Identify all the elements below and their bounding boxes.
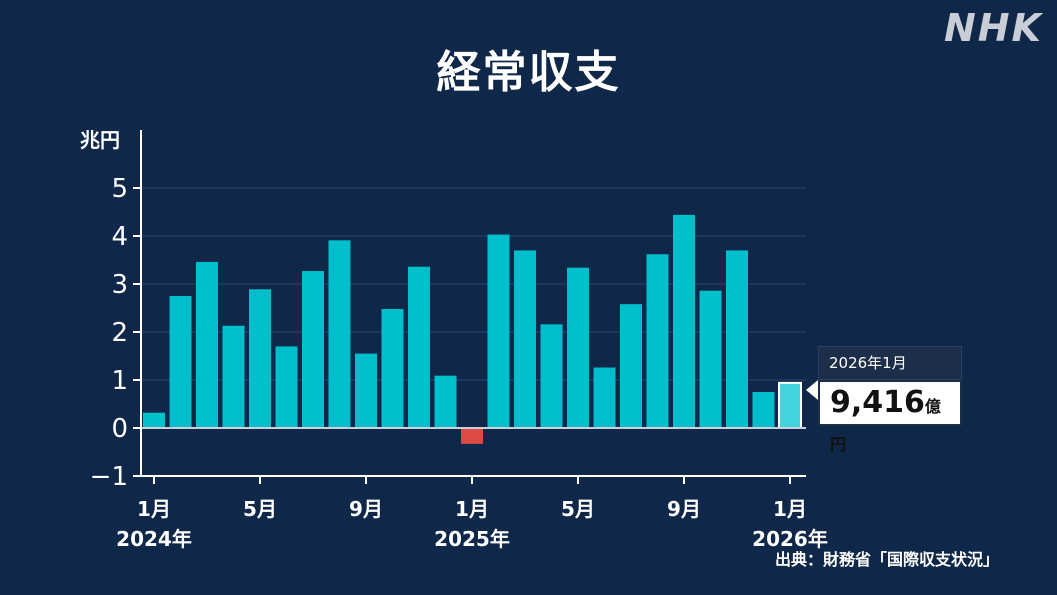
- bar: [408, 266, 430, 428]
- x-tick-label-year: 2026年: [752, 527, 828, 551]
- bar: [726, 250, 748, 428]
- y-axis-unit-label: 兆円: [80, 128, 120, 152]
- bar: [381, 308, 404, 428]
- x-tick-label-year: 2025年: [434, 527, 510, 551]
- y-tick-label: 2: [111, 318, 128, 348]
- y-tick-label: 3: [111, 270, 128, 300]
- bar: [302, 271, 324, 428]
- bar: [169, 296, 192, 428]
- callout-unit: 億円: [830, 397, 941, 454]
- y-tick-label: 4: [111, 222, 128, 252]
- bar: [196, 261, 218, 428]
- bar: [593, 367, 616, 428]
- callout-value-box: 9,416億円: [818, 380, 962, 454]
- y-tick-label: 0: [111, 414, 128, 444]
- latest-value-callout: 2026年1月 9,416億円: [806, 346, 962, 454]
- y-tick-label: 5: [111, 174, 128, 204]
- bar: [752, 392, 775, 428]
- bar: [434, 375, 457, 428]
- chart-title: 経常収支: [436, 47, 621, 98]
- x-tick-label-month: 5月: [561, 497, 595, 521]
- bar: [673, 214, 695, 428]
- callout-value: 9,416: [830, 385, 925, 420]
- bar: [487, 234, 510, 428]
- bar: [699, 290, 722, 428]
- bar: [222, 325, 245, 428]
- x-tick-label-month: 9月: [349, 497, 383, 521]
- bar: [567, 267, 589, 428]
- bar: [540, 324, 563, 428]
- nhk-logo: NHK: [943, 6, 1043, 50]
- bar: [778, 381, 802, 430]
- bar: [143, 412, 165, 428]
- bar: [355, 353, 377, 428]
- bar: [275, 346, 298, 428]
- x-tick-label-year: 2024年: [116, 527, 192, 551]
- x-tick-label-month: 1月: [137, 497, 171, 521]
- source-note: 出典：財務省「国際収支状況」: [774, 550, 999, 569]
- y-tick-label: −1: [90, 462, 128, 492]
- x-tick-label-month: 5月: [243, 497, 277, 521]
- bar: [514, 250, 536, 428]
- y-tick-label: 1: [111, 366, 128, 396]
- callout-pointer: [806, 380, 818, 400]
- bar: [328, 240, 351, 428]
- x-tick-label-month: 1月: [455, 497, 489, 521]
- bar: [461, 428, 483, 444]
- bar: [249, 289, 271, 428]
- callout-date: 2026年1月: [818, 346, 962, 380]
- x-tick-label-month: 9月: [667, 497, 701, 521]
- bar: [620, 304, 642, 428]
- x-tick-label-month: 1月: [773, 497, 807, 521]
- bar: [646, 254, 669, 428]
